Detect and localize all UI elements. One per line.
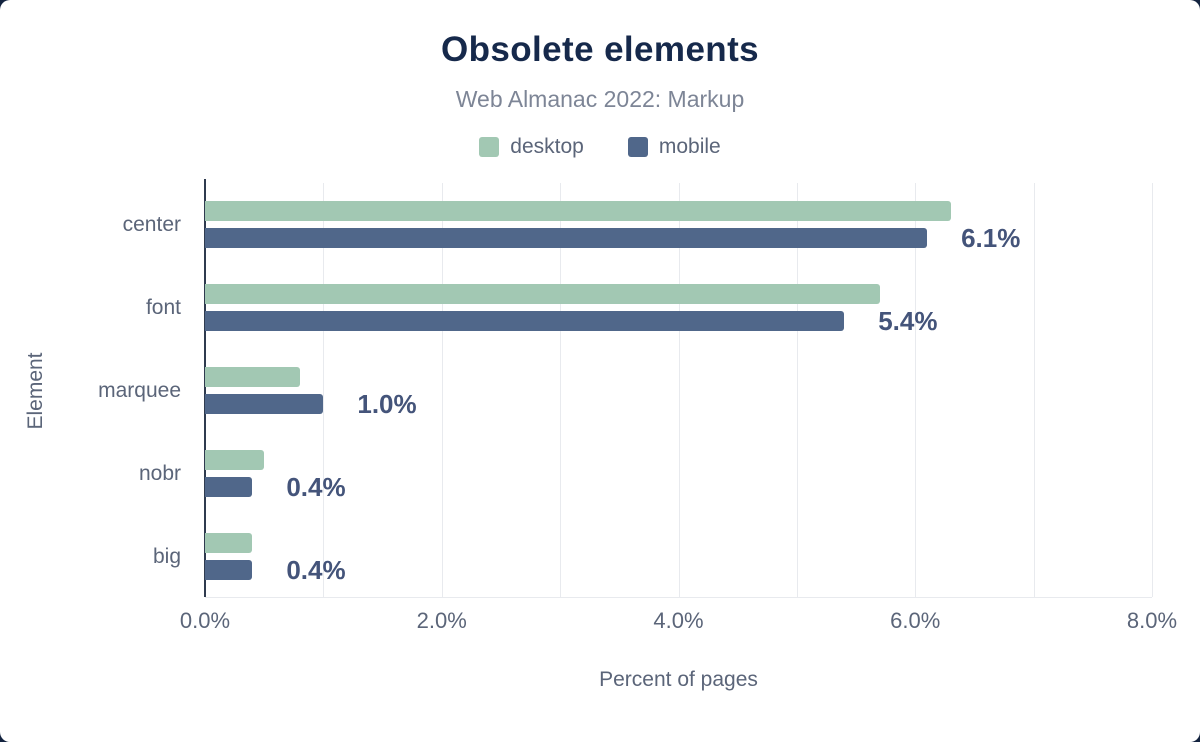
bar-mobile-nobr (205, 477, 253, 497)
legend-label-mobile: mobile (658, 135, 721, 158)
bar-group-center: 6.1% (205, 201, 1152, 253)
chart-title: Obsolete elements (440, 30, 760, 69)
gridline (678, 183, 680, 597)
bar-group-font: 5.4% (205, 284, 1152, 336)
gridline (1152, 183, 1153, 597)
x-axis: 0.0% 2.0% 4.0% 6.0% 8.0% (180, 606, 1177, 638)
bar-desktop-nobr (205, 450, 265, 470)
x-tick-0.0%: 0.0% (179, 608, 231, 633)
legend-swatch-mobile (627, 137, 648, 157)
plot-area: 6.1% 5.4% 1.0% 0.4% 0.4% (204, 179, 1153, 598)
x-tick-8.0%: 8.0% (1126, 608, 1178, 633)
gridline (915, 183, 917, 597)
bar-desktop-font (205, 284, 880, 304)
gridline (323, 183, 325, 597)
category-label-nobr: nobr (138, 461, 181, 485)
legend: desktop mobile (0, 135, 1200, 159)
bar-group-nobr: 0.4% (205, 450, 1152, 502)
gridline (1033, 183, 1035, 597)
bar-desktop-marquee (205, 367, 300, 387)
bar-desktop-big (205, 533, 253, 553)
gridline (796, 183, 798, 597)
gridline (441, 183, 443, 597)
category-label-center: center (122, 212, 181, 236)
x-axis-title: Percent of pages (599, 668, 758, 691)
legend-label-desktop: desktop (510, 135, 584, 158)
value-label-font: 5.4% (878, 305, 938, 336)
bar-mobile-marquee (205, 394, 324, 414)
legend-item-mobile: mobile (627, 135, 721, 159)
chart-subtitle: Web Almanac 2022: Markup (455, 86, 745, 112)
x-tick-6.0%: 6.0% (890, 608, 941, 633)
bar-desktop-center (205, 201, 951, 221)
bar-mobile-big (205, 560, 253, 580)
gridline (560, 183, 562, 597)
legend-item-desktop: desktop (479, 135, 584, 159)
bar-group-big: 0.4% (205, 533, 1152, 585)
category-label-marquee: marquee (98, 378, 181, 402)
category-label-font: font (145, 295, 181, 319)
value-label-big: 0.4% (286, 554, 346, 585)
y-axis-line (204, 179, 206, 597)
legend-swatch-desktop (479, 137, 500, 157)
x-tick-2.0%: 2.0% (416, 608, 467, 633)
value-label-center: 6.1% (961, 222, 1021, 253)
chart-area: Element center font marquee nobr big 6.1% 5.4… (0, 179, 1200, 598)
x-tick-4.0%: 4.0% (653, 608, 704, 633)
category-labels: center font marquee nobr big (0, 183, 193, 598)
value-label-nobr: 0.4% (286, 471, 346, 502)
bar-mobile-center (205, 228, 928, 248)
value-label-marquee: 1.0% (357, 388, 417, 419)
category-label-big: big (152, 544, 181, 568)
bar-group-marquee: 1.0% (205, 367, 1152, 419)
bar-mobile-font (205, 311, 845, 331)
